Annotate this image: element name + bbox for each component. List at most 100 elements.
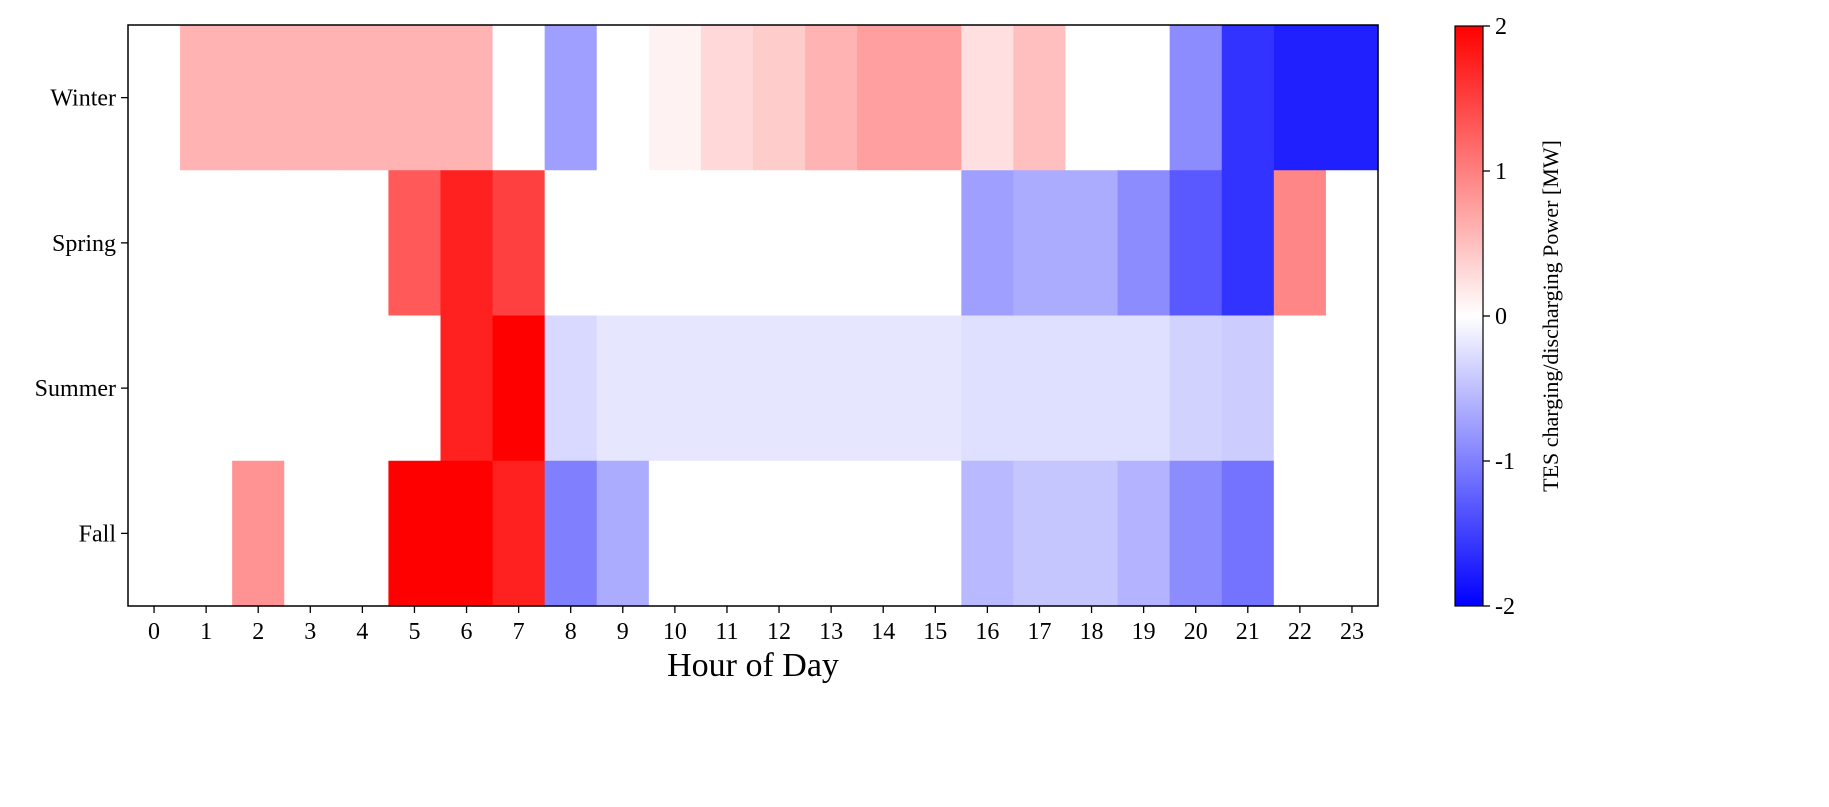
heatmap-cell: [388, 25, 442, 171]
heatmap-cell: [336, 460, 390, 607]
heatmap-cell: [909, 170, 962, 317]
heatmap-cell: [492, 170, 546, 317]
heatmap-cell: [1325, 460, 1379, 607]
colorbar-label: TES charging/discharging Power [MW]: [1538, 140, 1563, 492]
heatmap-cell: [1325, 170, 1379, 317]
x-axis-label: Hour of Day: [667, 647, 839, 684]
heatmap-cell: [1065, 25, 1119, 171]
colorbar-tick-label: 2: [1495, 14, 1507, 40]
x-tick-label: 20: [1184, 619, 1208, 645]
heatmap-cell: [648, 25, 702, 171]
heatmap-cell: [492, 460, 546, 607]
x-tick-label: 3: [304, 619, 316, 645]
x-axis: 0 1 2 3 4 5 6 7 8 9 10 11 12 13 14 15 16 17 18 19 20 21 22 23: [148, 606, 1364, 645]
x-tick-label: 15: [923, 619, 947, 645]
heatmap-cell: [1013, 25, 1067, 171]
heatmap-cell: [336, 170, 390, 317]
heatmap-cell: [1169, 25, 1223, 171]
heatmap-cells: [128, 25, 1379, 607]
heatmap-cell: [753, 460, 806, 607]
heatmap-cell: [961, 315, 1015, 462]
heatmap-cell: [857, 315, 910, 462]
heatmap-cell: [700, 315, 754, 462]
x-tick-label: 18: [1080, 619, 1104, 645]
heatmap-cell: [1013, 315, 1067, 462]
colorbar-tick-label: -2: [1495, 594, 1515, 620]
heatmap-cell: [700, 170, 754, 317]
heatmap-cell: [909, 315, 962, 462]
heatmap-cell: [1221, 460, 1275, 607]
heatmap-cell: [961, 25, 1015, 171]
heatmap-cell: [1117, 170, 1171, 317]
heatmap-cell: [336, 315, 390, 462]
heatmap-cell: [440, 170, 494, 317]
heatmap-cell: [544, 315, 598, 462]
heatmap-cell: [492, 315, 546, 462]
heatmap-cell: [284, 315, 337, 462]
heatmap-cell: [180, 170, 233, 317]
heatmap-cell: [1221, 25, 1275, 171]
heatmap-cell: [805, 460, 858, 607]
heatmap-cell: [596, 315, 650, 462]
heatmap-cell: [961, 170, 1015, 317]
heatmap-cell: [1013, 170, 1067, 317]
heatmap-cell: [805, 315, 858, 462]
heatmap-cell: [284, 25, 337, 171]
heatmap-cell: [1273, 170, 1327, 317]
x-tick-label: 0: [148, 619, 160, 645]
heatmap-cell: [1169, 315, 1223, 462]
x-tick-label: 21: [1236, 619, 1260, 645]
heatmap-cell: [336, 25, 390, 171]
heatmap-cell: [1117, 315, 1171, 462]
heatmap-cell: [1325, 25, 1379, 171]
heatmap-cell: [909, 460, 962, 607]
heatmap-cell: [232, 460, 285, 607]
x-tick-label: 1: [200, 619, 212, 645]
colorbar-tick-label: -1: [1495, 449, 1515, 475]
x-tick-label: 23: [1340, 619, 1364, 645]
heatmap-cell: [1169, 460, 1223, 607]
heatmap-cell: [1325, 315, 1379, 462]
heatmap-cell: [544, 170, 598, 317]
colorbar-ticks: 2 1 0 -1 -2: [1483, 14, 1515, 620]
heatmap-cell: [700, 25, 754, 171]
heatmap-cell: [1065, 170, 1119, 317]
heatmap-cell: [284, 460, 337, 607]
x-tick-label: 11: [715, 619, 738, 645]
heatmap-cell: [388, 170, 442, 317]
heatmap-cell: [128, 315, 181, 462]
heatmap-cell: [961, 460, 1015, 607]
heatmap-cell: [232, 25, 285, 171]
x-tick-label: 5: [408, 619, 420, 645]
heatmap-cell: [180, 315, 233, 462]
heatmap-cell: [909, 25, 962, 171]
heatmap-cell: [1169, 170, 1223, 317]
heatmap-cell: [596, 25, 650, 171]
heatmap-cell: [1117, 25, 1171, 171]
heatmap-cell: [440, 25, 494, 171]
heatmap-cell: [388, 315, 442, 462]
x-tick-label: 16: [975, 619, 999, 645]
colorbar-tick-label: 0: [1495, 304, 1507, 330]
heatmap-cell: [1273, 25, 1327, 171]
x-tick-label: 12: [767, 619, 791, 645]
x-tick-label: 17: [1027, 619, 1051, 645]
heatmap-cell: [596, 460, 650, 607]
heatmap-cell: [648, 460, 702, 607]
heatmap-cell: [857, 25, 910, 171]
heatmap-cell: [1221, 315, 1275, 462]
heatmap-cell: [1273, 315, 1327, 462]
x-tick-label: 19: [1132, 619, 1156, 645]
heatmap-cell: [128, 170, 181, 317]
heatmap-cell: [128, 460, 181, 607]
heatmap-cell: [232, 170, 285, 317]
x-tick-label: 13: [819, 619, 843, 645]
heatmap-cell: [1013, 460, 1067, 607]
x-tick-label: 2: [252, 619, 264, 645]
heatmap-cell: [805, 25, 858, 171]
y-tick-label: Winter: [50, 86, 116, 112]
colorbar: 2 1 0 -1 -2 TES charging/discharging Power […: [1454, 14, 1563, 620]
heatmap-cell: [180, 25, 233, 171]
heatmap-cell: [700, 460, 754, 607]
